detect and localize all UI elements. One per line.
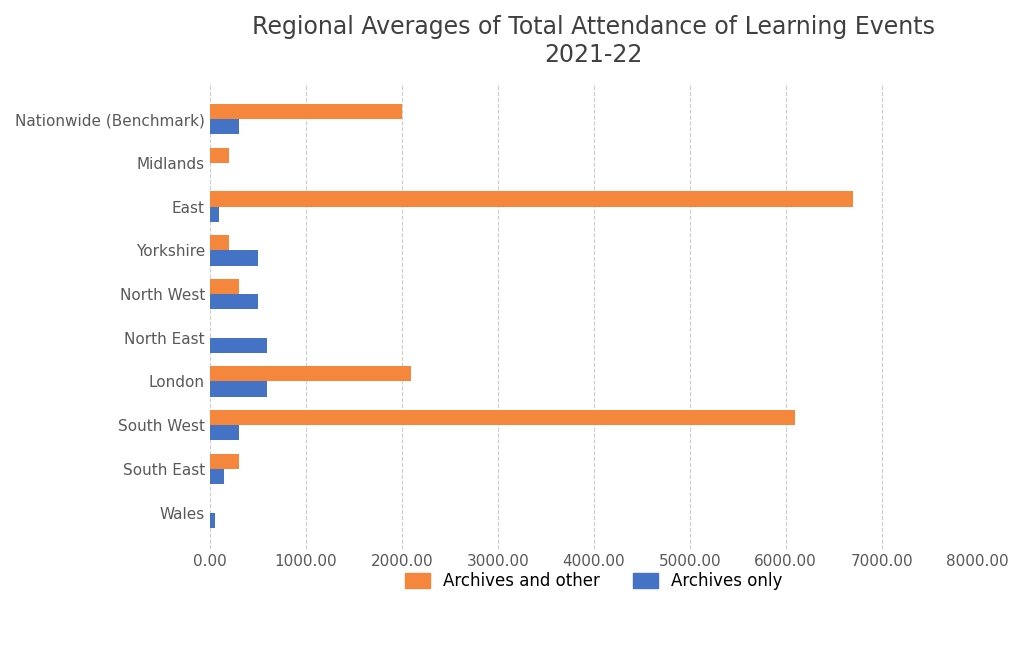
Bar: [210, 454, 239, 469]
Bar: [210, 425, 239, 441]
Bar: [210, 469, 224, 484]
Bar: [210, 382, 267, 397]
Bar: [210, 294, 258, 309]
Bar: [210, 513, 215, 528]
Bar: [210, 279, 239, 294]
Bar: [210, 119, 239, 134]
Bar: [210, 207, 219, 222]
Bar: [210, 104, 401, 119]
Bar: [210, 338, 267, 353]
Bar: [210, 235, 229, 250]
Bar: [210, 366, 412, 382]
Bar: [210, 410, 796, 425]
Bar: [210, 191, 853, 207]
Bar: [210, 250, 258, 266]
Bar: [210, 148, 229, 163]
Title: Regional Averages of Total Attendance of Learning Events
2021-22: Regional Averages of Total Attendance of…: [252, 15, 935, 67]
Legend: Archives and other, Archives only: Archives and other, Archives only: [398, 565, 790, 597]
